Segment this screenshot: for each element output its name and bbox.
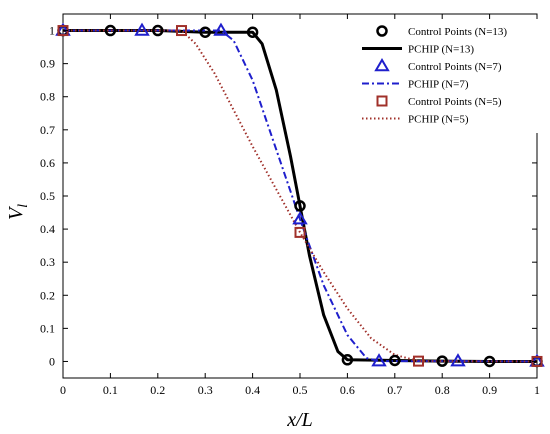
y-tick-label: 0 [49,354,55,368]
y-tick-label: 0.3 [40,255,55,269]
series-pchip-n-13- [63,29,537,363]
data-point-square [294,226,306,238]
legend-entry: PCHIP (N=5) [362,114,469,126]
x-tick-label: 0.6 [340,383,355,397]
x-tick-label: 0.8 [435,383,450,397]
legend-entry: PCHIP (N=13) [362,44,474,56]
x-tick-label: 1 [534,383,540,397]
x-tick-label: 0.3 [198,383,213,397]
data-point-circle [341,354,354,366]
legend-entry: Control Points (N=5) [376,95,502,108]
y-axis-label: Vl [5,204,31,220]
y-tick-label: 0.4 [40,222,55,236]
data-point-triangle [450,353,466,367]
data-point-triangle [292,211,308,225]
y-tick-label: 0.5 [40,189,55,203]
legend-label: Control Points (N=5) [408,96,502,108]
data-point-circle [294,200,306,212]
legend-label: PCHIP (N=5) [408,114,469,126]
legend-label: Control Points (N=7) [408,61,502,73]
legend-entry: Control Points (N=7) [374,58,502,73]
data-point-triangle [134,22,150,36]
x-tick-label: 0.1 [103,383,118,397]
x-axis-label: x/L [286,409,313,431]
data-point-circle [104,24,117,37]
series-layer [55,22,545,368]
x-tick-label: 0.2 [150,383,165,397]
legend-label: PCHIP (N=13) [408,44,474,56]
y-tick-label: 0.7 [40,123,55,137]
data-point-square [413,355,424,367]
data-point-circle [483,355,496,368]
x-tick-label: 0.7 [387,383,402,397]
legend-label: Control Points (N=13) [408,26,507,38]
legend-entry: Control Points (N=13) [376,25,507,38]
legend-marker [374,58,390,72]
x-tick-label: 0.9 [482,383,497,397]
legend-marker [376,95,388,107]
legend-label: PCHIP (N=7) [408,79,469,91]
data-point-circle [389,354,401,367]
data-point-triangle [371,353,387,367]
data-point-circle [152,24,164,37]
y-tick-label: 0.6 [40,156,55,170]
y-tick-label: 0.9 [40,57,55,71]
series-line [63,29,538,363]
y-tick-label: 0.1 [40,321,55,335]
data-point-square [176,25,187,37]
legend: Control Points (N=13) PCHIP (N=13) Control… [352,19,538,133]
data-point-circle [199,26,211,38]
x-tick-label: 0.5 [293,383,308,397]
y-axis-label-main: V [5,205,27,220]
data-point-circle [246,26,259,38]
series-line [63,29,537,363]
series-pchip-n-5- [63,29,538,363]
data-point-triangle [213,22,229,36]
y-tick-label: 0.2 [40,288,55,302]
legend-entry: PCHIP (N=7) [362,79,469,91]
x-tick-label: 0.4 [245,383,260,397]
series-pchip-n-7- [63,29,538,363]
y-tick-label: 1 [49,24,55,38]
series-line [63,29,538,363]
y-tick-label: 0.8 [40,90,55,104]
ticks-layer: 0 0.1 0.2 0.3 0.4 0.5 0.6 0.7 0.8 0.9 1 0 0.1 0.2 0.3 0… [40,14,540,397]
legend-box [352,19,538,133]
y-axis-label-sub: l [16,204,31,208]
data-point-circle [436,355,448,367]
x-tick-label: 0 [60,383,66,397]
legend-marker [376,25,388,37]
